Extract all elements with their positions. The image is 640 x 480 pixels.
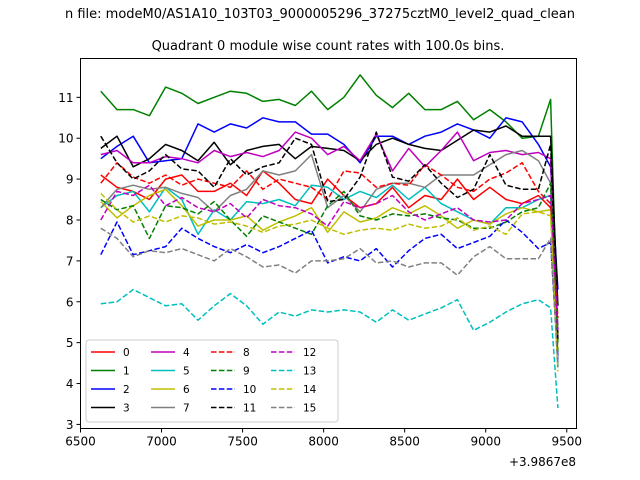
series-line-3 [100, 125, 559, 306]
x-tick-label: 8000 [308, 435, 339, 449]
series-layer [100, 74, 559, 409]
series-line-8 [100, 162, 559, 319]
series-line-0 [100, 170, 559, 335]
x-tick-label: 9500 [552, 435, 583, 449]
series-line-9 [100, 182, 559, 355]
legend-label-11: 11 [243, 403, 256, 415]
y-tick-label: 3 [66, 418, 74, 432]
legend-label-1: 1 [123, 366, 130, 378]
x-axis-offset-label: +3.9867e8 [509, 455, 576, 469]
x-tick-label: 8500 [389, 435, 420, 449]
series-line-11 [100, 131, 559, 339]
x-tick-label: 9000 [470, 435, 501, 449]
series-line-13 [100, 288, 559, 409]
series-line-10 [100, 219, 559, 360]
axes-frame [80, 58, 577, 429]
series-line-15 [100, 227, 559, 368]
series-line-4 [100, 131, 559, 364]
legend-label-2: 2 [123, 384, 130, 396]
series-line-14 [100, 192, 559, 372]
figure-suptitle: n file: modeM0/AS1A10_103T03_9000005296_… [65, 7, 575, 22]
legend-label-13: 13 [303, 366, 316, 378]
x-tick-label: 7000 [146, 435, 177, 449]
series-line-1 [100, 74, 559, 343]
legend-label-9: 9 [243, 366, 250, 378]
y-tick-label: 7 [66, 254, 74, 268]
legend-label-10: 10 [243, 384, 256, 396]
chart-title: Quadrant 0 module wise count rates with … [152, 39, 505, 54]
legend-label-15: 15 [303, 403, 316, 415]
y-tick-label: 6 [66, 295, 74, 309]
legend-label-6: 6 [183, 384, 190, 396]
legend-label-12: 12 [303, 347, 316, 359]
legend-label-4: 4 [183, 347, 190, 359]
legend-label-8: 8 [243, 347, 250, 359]
y-tick-label: 5 [66, 336, 74, 350]
x-axis: 6500 7000 7500 8000 8500 9000 9500 [65, 428, 583, 449]
x-tick-label: 7500 [227, 435, 258, 449]
series-line-6 [100, 188, 559, 351]
y-tick-label: 10 [58, 132, 73, 146]
y-axis: 3 4 5 6 7 8 9 10 11 [58, 91, 81, 432]
x-tick-label: 6500 [65, 435, 96, 449]
y-tick-label: 4 [66, 377, 74, 391]
y-tick-label: 11 [58, 91, 73, 105]
legend-label-0: 0 [123, 347, 130, 359]
y-tick-label: 9 [66, 173, 74, 187]
legend-label-3: 3 [123, 403, 130, 415]
series-line-7 [100, 149, 559, 327]
legend-label-5: 5 [183, 366, 190, 378]
y-tick-label: 8 [66, 213, 74, 227]
legend-label-14: 14 [303, 384, 317, 396]
legend-box [85, 339, 339, 423]
legend-label-7: 7 [183, 403, 190, 415]
series-line-5 [100, 184, 559, 368]
